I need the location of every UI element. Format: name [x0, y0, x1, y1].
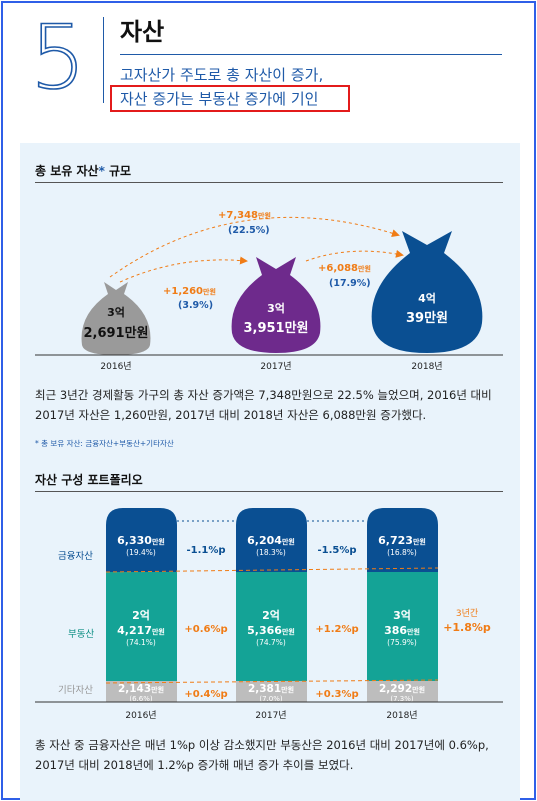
section-rule-2 — [35, 491, 503, 492]
row-label-real-estate: 부동산 — [68, 629, 94, 640]
year-label-2018: 2018년 — [411, 361, 442, 372]
bag-2017-line1: 3억 — [267, 302, 285, 315]
delta-2017-2018-pct: (17.9%) — [329, 278, 371, 289]
real-estate-2018-line1: 3억 — [393, 609, 411, 622]
three-year-label: 3년간 — [456, 608, 478, 619]
section-title-tail: 규모 — [104, 164, 132, 178]
chapter-subtitle-line1: 고자산가 주도로 총 자산이 증가, — [120, 66, 324, 84]
real-estate-2018-value: 386만원 — [384, 624, 420, 637]
column-2016 — [106, 508, 177, 702]
real-estate-2017-pct: (74.7%) — [256, 638, 286, 647]
arc-2016-2018 — [109, 216, 400, 278]
real-estate-2018-pct: (75.9%) — [387, 638, 417, 647]
real-estate-2017-line1: 2억 — [262, 609, 280, 622]
other-2018-value: 2,292만원 — [379, 683, 425, 695]
portfolio-graphic: 금융자산 부동산 기타자산 6,330만원 (19.4%) 6,204만원 (1… — [35, 508, 503, 721]
bag-2018-line1: 4억 — [418, 292, 436, 305]
section-rule — [35, 182, 503, 183]
other-2017-pct: (7.0%) — [259, 695, 283, 703]
portfolio-year-2016: 2016년 — [125, 710, 156, 721]
arc-2017-2018 — [305, 249, 404, 262]
chapter-divider — [103, 17, 104, 103]
other-change-1: +0.4%p — [184, 689, 227, 700]
column-2018 — [367, 508, 438, 702]
chapter-title: 자산 — [120, 18, 165, 46]
portfolio-year-2018: 2018년 — [386, 710, 417, 721]
three-year-value: +1.8%p — [443, 621, 491, 634]
row-label-finance: 금융자산 — [58, 551, 93, 562]
bag-2018-line2: 39만원 — [406, 310, 448, 326]
finance-2017-pct: (18.3%) — [256, 548, 286, 557]
money-bag-2017 — [231, 257, 321, 353]
section-title-star: * — [98, 164, 105, 178]
bag-2016-line2: 2,691만원 — [83, 325, 148, 341]
delta-2017-2018-amount: +6,088만원 — [318, 263, 371, 274]
delta-2016-2018-amount: +7,348만원 — [218, 210, 271, 221]
other-2016-value: 2,143만원 — [118, 683, 164, 695]
finance-2016-pct: (19.4%) — [126, 548, 156, 557]
real-estate-2016-value: 4,217만원 — [117, 624, 165, 637]
highlight-box — [110, 85, 350, 112]
portfolio-paragraph: 총 자산 중 금융자산은 매년 1%p 이상 감소했지만 부동산은 2016년 … — [35, 738, 489, 772]
finance-2016-value: 6,330만원 — [117, 534, 165, 547]
bag-2017-line2: 3,951만원 — [243, 320, 308, 336]
real-estate-change-2: +1.2%p — [315, 624, 358, 635]
year-label-2016: 2016년 — [100, 361, 131, 372]
money-bag-2016 — [81, 282, 151, 355]
bag-2016-line1: 3억 — [107, 306, 125, 319]
year-label-2017: 2017년 — [260, 361, 291, 372]
chapter-subtitle-line2: 자산 증가는 부동산 증가에 기인 — [120, 90, 319, 108]
other-boundary-line — [105, 679, 439, 684]
finance-change-1: -1.1%p — [186, 545, 225, 556]
other-change-2: +0.3%p — [315, 689, 358, 700]
delta-2016-2018-pct: (22.5%) — [228, 225, 270, 236]
real-estate-change-1: +0.6%p — [184, 624, 227, 635]
section-total-assets-title: 총 보유 자산* 규모 — [35, 162, 131, 179]
delta-2016-2017-pct: (3.9%) — [178, 300, 213, 311]
chapter-number: 5 — [29, 6, 87, 109]
finance-2018-value: 6,723만원 — [378, 534, 426, 547]
section-title-text: 총 보유 자산 — [35, 164, 99, 178]
real-estate-2016-pct: (74.1%) — [126, 638, 156, 647]
finance-2017-value: 6,204만원 — [247, 534, 295, 547]
portfolio-year-2017: 2017년 — [255, 710, 286, 721]
finance-boundary-line — [105, 567, 439, 573]
row-label-other: 기타자산 — [58, 685, 93, 696]
other-2018-pct: (7.3%) — [390, 695, 414, 703]
total-assets-paragraph: 최근 3년간 경제활동 가구의 총 자산 증가액은 7,348만원으로 22.5… — [35, 388, 492, 422]
arc-2016-2017 — [119, 256, 248, 283]
real-estate-2017-value: 5,366만원 — [247, 624, 295, 637]
delta-2016-2017-amount: +1,260만원 — [163, 286, 216, 297]
column-2017 — [236, 508, 307, 702]
total-assets-graphic: 3억 2,691만원 3억 3,951만원 4억 39만원 +1,260만원 (… — [35, 210, 503, 372]
other-2016-pct: (6.6%) — [129, 695, 153, 703]
other-2017-value: 2,381만원 — [248, 683, 294, 695]
title-rule — [120, 54, 502, 55]
finance-change-2: -1.5%p — [317, 545, 356, 556]
real-estate-2016-line1: 2억 — [132, 609, 150, 622]
finance-2018-pct: (16.8%) — [387, 548, 417, 557]
money-bag-2018 — [371, 231, 483, 353]
total-assets-footnote: * 총 보유 자산: 금융자산+부동산+기타자산 — [35, 439, 174, 448]
section-portfolio-title: 자산 구성 포트폴리오 — [35, 473, 143, 487]
